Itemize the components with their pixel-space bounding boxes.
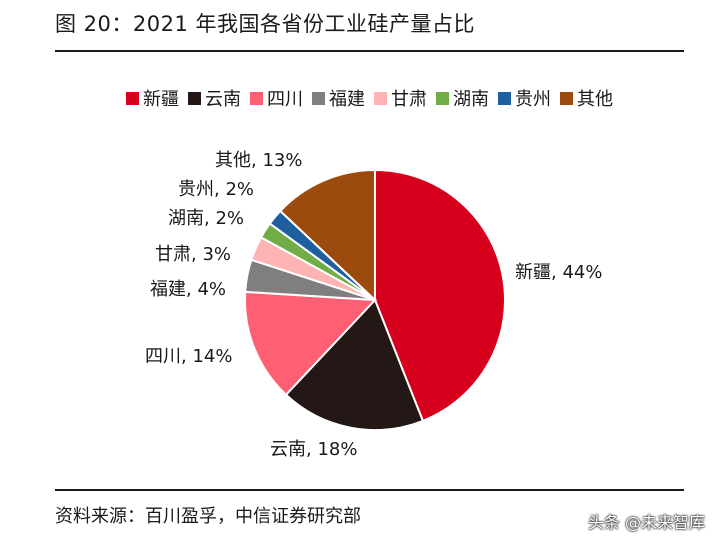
legend-swatch [436,91,449,105]
pie-slice-2 [244,290,378,397]
legend-swatch [560,91,573,105]
legend-item-6: 贵州 [498,85,551,111]
figure-title: 图 20：2021 年我国各省份工业硅产量占比 [55,12,476,36]
legend-label: 湖南 [453,89,489,110]
legend-item-4: 甘肃 [374,85,427,111]
legend-swatch [312,91,325,105]
legend-label: 福建 [329,89,365,110]
legend-item-5: 湖南 [436,85,489,111]
pie-slice-1 [284,298,425,431]
slice-data-label-6: 贵州, 2% [178,179,254,200]
slice-data-label-3: 福建, 4% [150,279,226,300]
pie-slice-0 [374,168,506,423]
watermark: 头条 @未来智库 [588,509,705,533]
legend-swatch [126,91,139,105]
legend-item-7: 其他 [560,85,613,111]
source-note: 资料来源：百川盈孚，中信证券研究部 [55,506,361,527]
legend-item-0: 新疆 [126,85,179,111]
watermark-text: 头条 @未来智库 [587,513,705,532]
legend-item-3: 福建 [312,85,365,111]
slice-data-label-2: 四川, 14% [145,346,232,367]
legend-label: 其他 [577,89,613,110]
legend-swatch [498,91,511,105]
legend-item-2: 四川 [250,85,303,111]
legend-label: 甘肃 [391,89,427,110]
slice-data-label-5: 湖南, 2% [168,208,244,229]
title-divider [55,50,684,52]
slice-data-label-4: 甘肃, 3% [155,244,231,265]
source-divider [55,489,684,491]
slice-data-label-0: 新疆, 44% [515,262,602,283]
slice-data-label-7: 其他, 13% [215,150,302,171]
legend-swatch [188,91,201,105]
slice-data-label-1: 云南, 18% [270,439,357,460]
pie-slice-7 [278,168,376,303]
legend-swatch [250,91,263,105]
chart-legend: 新疆 云南 四川 福建 甘肃 湖南 贵州 其他 [55,85,684,111]
legend-item-1: 云南 [188,85,241,111]
legend-label: 云南 [205,89,241,110]
legend-label: 贵州 [515,89,551,110]
legend-label: 四川 [267,89,303,110]
legend-swatch [374,91,387,105]
legend-label: 新疆 [143,89,179,110]
